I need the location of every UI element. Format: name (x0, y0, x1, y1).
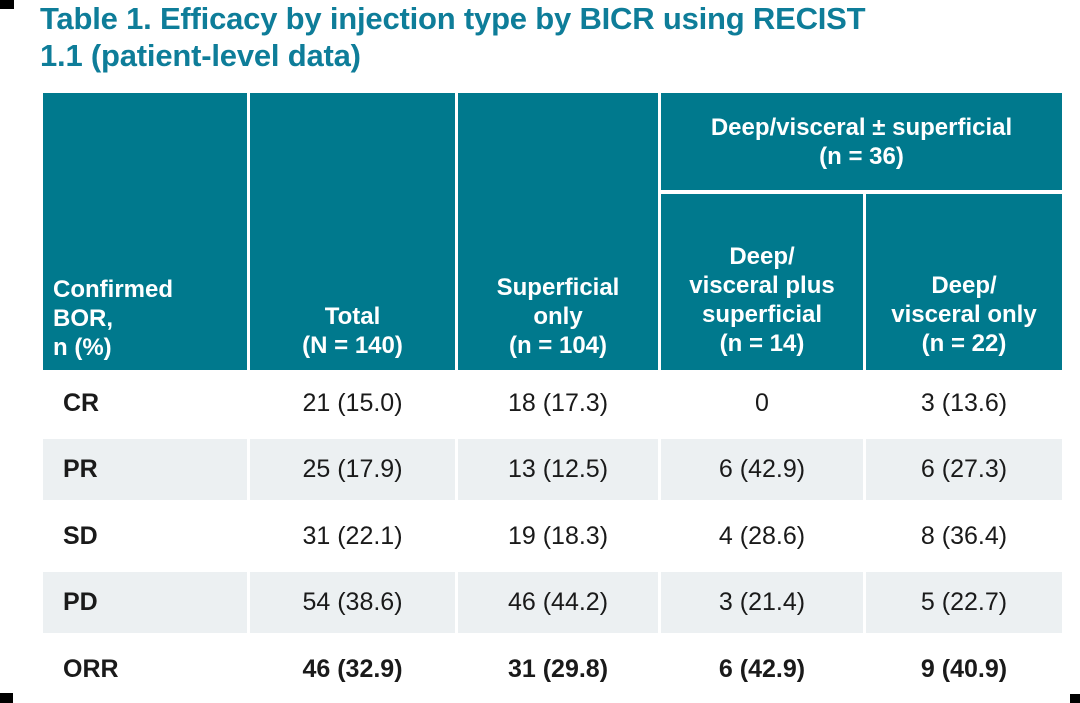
cell-deep-only: 3 (13.6) (866, 370, 1062, 437)
cell-superficial: 13 (12.5) (458, 436, 658, 503)
row-label: PD (43, 569, 247, 636)
row-label: SD (43, 503, 247, 570)
column-header-confirmed-bor: Confirmed BOR, n (%) (43, 93, 247, 370)
table-header: Confirmed BOR, n (%) Total (N = 140) Sup… (43, 93, 1062, 370)
cell-deep-only: 8 (36.4) (866, 503, 1062, 570)
cell-total: 21 (15.0) (250, 370, 455, 437)
cell-total: 25 (17.9) (250, 436, 455, 503)
cell-deep-only: 9 (40.9) (866, 636, 1062, 703)
cell-total: 31 (22.1) (250, 503, 455, 570)
row-label: ORR (43, 636, 247, 703)
cell-superficial: 19 (18.3) (458, 503, 658, 570)
table-title-line-1: Table 1. Efficacy by injection type by B… (40, 1, 866, 36)
cell-superficial: 31 (29.8) (458, 636, 658, 703)
cell-deep-only: 6 (27.3) (866, 436, 1062, 503)
cell-deep-only: 5 (22.7) (866, 569, 1062, 636)
video-frame-artifact-bottom-left (0, 693, 13, 703)
row-label: CR (43, 370, 247, 437)
column-header-superficial-only: Superficial only (n = 104) (458, 93, 658, 370)
video-frame-artifact-top-left (0, 0, 14, 9)
efficacy-table: Confirmed BOR, n (%) Total (N = 140) Sup… (43, 93, 1062, 703)
table-title-line-2: 1.1 (patient-level data) (40, 38, 361, 73)
column-group-header-deep-visceral: Deep/visceral ± superficial (n = 36) (661, 93, 1062, 190)
cell-total: 54 (38.6) (250, 569, 455, 636)
cell-deep-plus: 4 (28.6) (661, 503, 863, 570)
cell-deep-plus: 6 (42.9) (661, 636, 863, 703)
row-label: PR (43, 436, 247, 503)
cell-superficial: 46 (44.2) (458, 569, 658, 636)
video-frame-artifact-bottom-right (1070, 694, 1080, 703)
table-body: CR 21 (15.0) 18 (17.3) 0 3 (13.6) PR 25 … (43, 370, 1062, 703)
cell-deep-plus: 3 (21.4) (661, 569, 863, 636)
column-header-deep-visceral-plus-superficial: Deep/ visceral plus superficial (n = 14) (661, 194, 863, 370)
cell-deep-plus: 0 (661, 370, 863, 437)
cell-superficial: 18 (17.3) (458, 370, 658, 437)
cell-total: 46 (32.9) (250, 636, 455, 703)
cell-deep-plus: 6 (42.9) (661, 436, 863, 503)
column-header-deep-visceral-only: Deep/ visceral only (n = 22) (866, 194, 1062, 370)
column-header-total: Total (N = 140) (250, 93, 455, 370)
table-title: Table 1. Efficacy by injection type by B… (40, 0, 1075, 74)
